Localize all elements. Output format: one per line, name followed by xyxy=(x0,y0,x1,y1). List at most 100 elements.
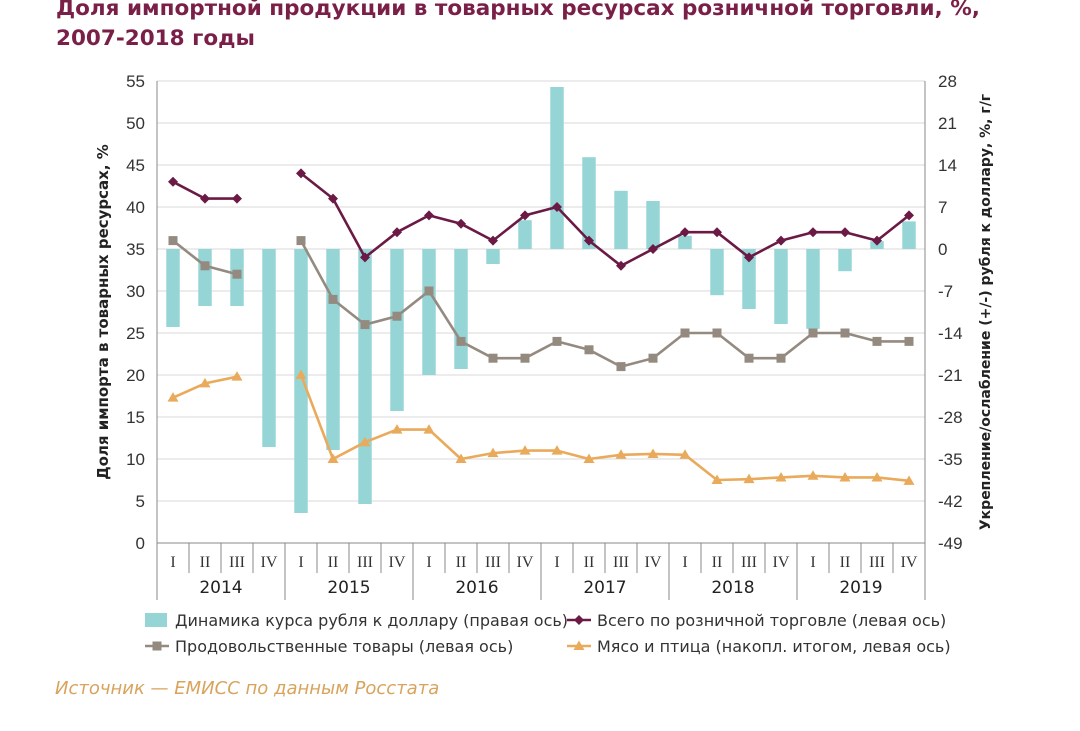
y-right-tick-label: 21 xyxy=(938,114,957,133)
meat-poultry-point xyxy=(551,445,563,455)
legend-swatch-marker xyxy=(152,641,162,651)
y-right-tick-label: -42 xyxy=(938,492,963,511)
quarter-label: II xyxy=(584,554,595,571)
legend-label: Динамика курса рубля к доллару (правая о… xyxy=(175,611,568,630)
y-left-tick-label: 35 xyxy=(126,240,145,259)
meat-poultry-point xyxy=(295,369,307,379)
quarter-label: IV xyxy=(389,554,406,571)
chart-title: Доля импортной продукции в товарных ресу… xyxy=(56,0,1056,54)
x-axis: I II III IV I II III IV I II III IV I II III IV I II III IV… xyxy=(156,543,926,600)
meat-poultry-point xyxy=(423,424,435,434)
exchange-rate-bar xyxy=(486,249,500,264)
chart-title-line-1: Доля импортной продукции в товарных ресу… xyxy=(56,0,980,21)
total-retail-point xyxy=(840,227,850,238)
exchange-rate-bar xyxy=(646,201,660,249)
quarter-label: I xyxy=(810,554,815,571)
total-retail-point xyxy=(616,260,626,271)
y-left-tick-label: 5 xyxy=(136,492,145,511)
total-retail-point xyxy=(200,193,210,204)
legend-label: Всего по розничной торговле (левая ось) xyxy=(597,611,946,630)
total-retail-point xyxy=(552,202,562,212)
meat-poultry-point xyxy=(647,448,659,458)
quarter-label: I xyxy=(554,554,559,571)
exchange-rate-bar xyxy=(422,249,436,375)
y-left-tick-label: 50 xyxy=(126,114,145,133)
y-left-tick-label: 30 xyxy=(126,282,145,301)
meat-poultry-point xyxy=(839,471,851,482)
year-label: 2016 xyxy=(455,578,498,598)
exchange-rate-bar xyxy=(902,221,916,249)
y-right-tick-label: 14 xyxy=(938,156,957,175)
quarter-label: I xyxy=(298,554,303,571)
total-retail-point xyxy=(808,227,818,238)
meat-poultry-point xyxy=(455,453,467,463)
y-right-tick-label: -21 xyxy=(938,366,963,385)
food-products-point xyxy=(840,328,850,338)
total-retail-point xyxy=(648,244,658,254)
year-label: 2015 xyxy=(327,578,370,598)
total-retail-point xyxy=(904,210,914,221)
total-retail-point xyxy=(584,235,594,246)
meat-poultry-point xyxy=(743,473,755,484)
exchange-rate-bar xyxy=(358,249,372,504)
legend-swatch-marker xyxy=(574,615,584,625)
total-retail-point xyxy=(360,252,370,263)
year-label: 2018 xyxy=(711,578,754,598)
y-right-tick-label: -14 xyxy=(938,324,963,343)
quarter-label: II xyxy=(328,554,339,571)
food-products-point xyxy=(392,311,402,321)
food-products-point xyxy=(680,328,690,338)
exchange-rate-bar xyxy=(550,87,564,249)
total-retail-point xyxy=(776,235,786,246)
total-retail-point xyxy=(296,168,306,179)
y-axis-left-label: Доля импорта в товарных ресурсах, % xyxy=(94,144,112,480)
y-left-tick-label: 55 xyxy=(126,72,145,91)
food-products-point xyxy=(616,362,626,372)
quarter-label: IV xyxy=(901,554,918,571)
y-left-tick-label: 20 xyxy=(126,366,145,385)
year-label: 2019 xyxy=(839,578,882,598)
exchange-rate-bar xyxy=(710,249,724,296)
exchange-rate-bar xyxy=(678,235,692,249)
total-retail-point xyxy=(680,227,690,238)
legend-label: Продовольственные товары (левая ось) xyxy=(175,637,513,656)
meat-poultry-point xyxy=(583,453,595,463)
exchange-rate-bar xyxy=(390,249,404,411)
y-left-tick-label: 45 xyxy=(126,156,145,175)
meat-poultry-point xyxy=(903,475,915,485)
exchange-rate-bar xyxy=(294,249,308,513)
quarter-label: I xyxy=(170,554,175,571)
year-label: 2014 xyxy=(199,578,242,598)
gridlines xyxy=(157,80,925,502)
meat-poultry-point xyxy=(615,449,627,459)
quarter-label: IV xyxy=(261,554,278,571)
total-retail-point xyxy=(872,235,882,246)
quarter-label: I xyxy=(426,554,431,571)
food-products-point xyxy=(168,236,178,246)
y-left-tick-label: 15 xyxy=(126,408,145,427)
data-series-lines xyxy=(167,168,915,485)
meat-poultry-point xyxy=(327,453,339,463)
meat-poultry-point xyxy=(487,447,499,458)
food-products-point xyxy=(232,269,242,279)
source-note: Источник — ЕМИСС по данным Росстата xyxy=(55,678,440,699)
food-products-point xyxy=(520,353,530,363)
quarter-label: IV xyxy=(773,554,790,571)
food-products-point xyxy=(904,336,914,346)
exchange-rate-bar xyxy=(774,249,788,324)
total-retail-point xyxy=(744,252,754,263)
meat-poultry-point xyxy=(775,471,787,482)
y-right-tick-label: -49 xyxy=(938,534,963,553)
legend-swatch-marker xyxy=(573,640,585,650)
y-left-tick-label: 0 xyxy=(136,534,145,553)
total-retail-line xyxy=(300,172,910,268)
quarter-label: III xyxy=(357,554,373,571)
meat-poultry-point xyxy=(231,371,243,381)
food-products-point xyxy=(584,345,594,355)
exchange-rate-bar xyxy=(838,249,852,272)
exchange-rate-bar xyxy=(582,157,596,249)
quarter-label: III xyxy=(229,554,245,571)
food-products-point xyxy=(712,328,722,338)
food-products-point xyxy=(424,286,434,296)
